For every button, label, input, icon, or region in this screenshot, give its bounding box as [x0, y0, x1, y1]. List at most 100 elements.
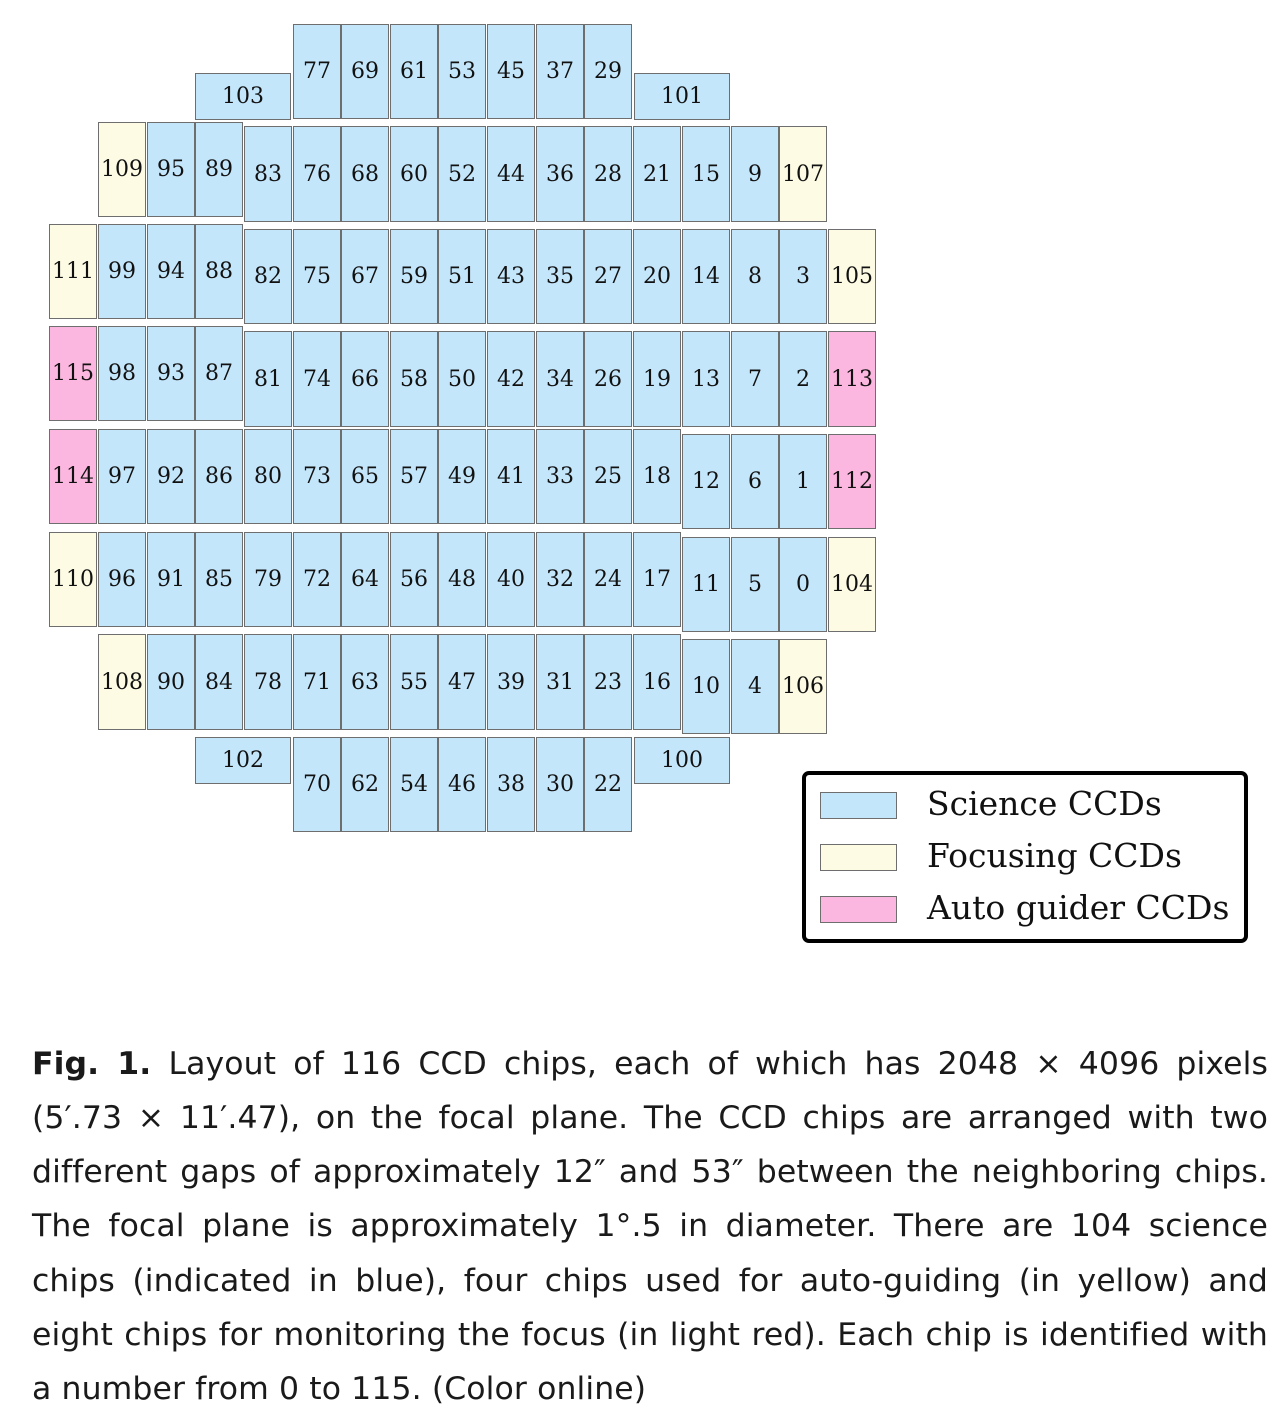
ccd-chip-label: 45 — [497, 59, 525, 84]
ccd-chip-label: 1 — [796, 469, 810, 494]
ccd-chip-label: 87 — [205, 361, 233, 386]
ccd-chip-label: 99 — [108, 259, 136, 284]
ccd-chip-90: 90 — [147, 634, 195, 730]
ccd-chip-label: 48 — [448, 567, 476, 592]
ccd-chip-45: 45 — [487, 24, 535, 119]
ccd-chip-label: 114 — [52, 464, 94, 489]
ccd-chip-58: 58 — [390, 331, 438, 427]
ccd-chip-label: 23 — [594, 669, 622, 695]
ccd-chip-label: 5 — [748, 572, 762, 597]
ccd-chip-label: 33 — [546, 464, 574, 489]
ccd-chip-42: 42 — [487, 331, 535, 427]
ccd-chip-label: 88 — [205, 259, 233, 284]
ccd-chip-label: 63 — [351, 669, 379, 695]
ccd-chip-label: 58 — [400, 366, 428, 392]
ccd-chip-3: 3 — [779, 229, 827, 324]
ccd-chip-103: 103 — [195, 73, 291, 120]
ccd-chip-13: 13 — [682, 331, 730, 427]
caption-label: Fig. 1. — [32, 1045, 152, 1082]
ccd-chip-label: 55 — [400, 669, 428, 695]
ccd-chip-80: 80 — [244, 429, 292, 524]
ccd-chip-114: 114 — [49, 429, 97, 524]
ccd-chip-label: 76 — [303, 161, 331, 187]
ccd-chip-label: 93 — [157, 361, 185, 386]
ccd-chip-label: 34 — [546, 366, 574, 392]
ccd-chip-65: 65 — [341, 429, 389, 524]
ccd-chip-label: 12 — [692, 469, 720, 494]
ccd-chip-label: 91 — [157, 567, 185, 592]
ccd-chip-24: 24 — [584, 532, 632, 627]
ccd-chip-label: 98 — [108, 361, 136, 386]
ccd-chip-label: 80 — [254, 464, 282, 489]
ccd-chip-label: 92 — [157, 464, 185, 489]
ccd-chip-label: 21 — [643, 161, 671, 187]
ccd-chip-113: 113 — [828, 331, 876, 427]
ccd-layout-diagram: 77 69 61 53 45 37 29 103 101 109 95 89 83 76 68 60 52 44 3… — [49, 24, 1248, 943]
ccd-chip-label: 52 — [448, 161, 476, 187]
ccd-chip-17: 17 — [633, 532, 681, 627]
ccd-chip-0: 0 — [779, 537, 827, 632]
ccd-chip-label: 9 — [748, 161, 762, 187]
ccd-chip-label: 46 — [448, 772, 476, 797]
ccd-chip-label: 38 — [497, 772, 525, 797]
ccd-chip-6: 6 — [731, 434, 779, 529]
ccd-chip-81: 81 — [244, 331, 292, 427]
ccd-chip-label: 6 — [748, 469, 762, 494]
ccd-chip-75: 75 — [293, 229, 341, 324]
ccd-chip-label: 19 — [643, 366, 671, 392]
ccd-chip-23: 23 — [584, 634, 632, 730]
ccd-chip-88: 88 — [195, 224, 243, 319]
ccd-chip-94: 94 — [147, 224, 195, 319]
ccd-chip-label: 105 — [831, 264, 873, 289]
ccd-chip-label: 8 — [748, 264, 762, 289]
ccd-chip-label: 84 — [205, 669, 233, 695]
ccd-chip-label: 82 — [254, 264, 282, 289]
legend-swatch-science — [820, 792, 897, 819]
ccd-chip-28: 28 — [584, 126, 632, 222]
ccd-chip-78: 78 — [244, 634, 292, 730]
ccd-chip-30: 30 — [536, 737, 584, 832]
ccd-chip-29: 29 — [584, 24, 632, 119]
ccd-chip-label: 103 — [222, 84, 264, 109]
ccd-chip-label: 20 — [643, 264, 671, 289]
ccd-chip-label: 57 — [400, 464, 428, 489]
ccd-chip-label: 41 — [497, 464, 525, 489]
ccd-chip-label: 68 — [351, 161, 379, 187]
ccd-chip-label: 113 — [831, 366, 873, 392]
ccd-chip-label: 17 — [643, 567, 671, 592]
ccd-chip-label: 56 — [400, 567, 428, 592]
ccd-chip-71: 71 — [293, 634, 341, 730]
ccd-chip-label: 107 — [782, 161, 824, 187]
ccd-chip-77: 77 — [293, 24, 341, 119]
ccd-chip-label: 31 — [546, 669, 574, 695]
ccd-chip-21: 21 — [633, 126, 681, 222]
ccd-chip-label: 108 — [101, 669, 143, 695]
ccd-chip-label: 32 — [546, 567, 574, 592]
ccd-chip-15: 15 — [682, 126, 730, 222]
ccd-chip-label: 90 — [157, 669, 185, 695]
ccd-chip-5: 5 — [731, 537, 779, 632]
ccd-chip-label: 7 — [748, 366, 762, 392]
ccd-chip-label: 70 — [303, 772, 331, 797]
ccd-chip-label: 40 — [497, 567, 525, 592]
ccd-chip-label: 61 — [400, 59, 428, 84]
ccd-chip-label: 104 — [831, 572, 873, 597]
ccd-chip-26: 26 — [584, 331, 632, 427]
ccd-chip-label: 69 — [351, 59, 379, 84]
ccd-chip-label: 51 — [448, 264, 476, 289]
ccd-chip-93: 93 — [147, 326, 195, 421]
ccd-chip-label: 102 — [222, 748, 264, 773]
ccd-chip-70: 70 — [293, 737, 341, 832]
ccd-chip-19: 19 — [633, 331, 681, 427]
ccd-chip-20: 20 — [633, 229, 681, 324]
ccd-chip-32: 32 — [536, 532, 584, 627]
ccd-chip-label: 89 — [205, 157, 233, 182]
ccd-chip-92: 92 — [147, 429, 195, 524]
ccd-chip-74: 74 — [293, 331, 341, 427]
ccd-chip-label: 72 — [303, 567, 331, 592]
ccd-chip-label: 73 — [303, 464, 331, 489]
ccd-chip-label: 115 — [52, 361, 94, 386]
legend-label-science: Science CCDs — [927, 784, 1162, 823]
ccd-chip-label: 13 — [692, 366, 720, 392]
ccd-chip-label: 85 — [205, 567, 233, 592]
